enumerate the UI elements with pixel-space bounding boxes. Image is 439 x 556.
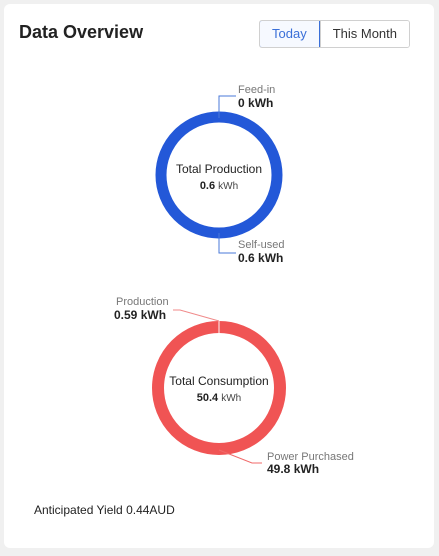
feed-in-leader xyxy=(218,95,236,118)
data-overview-card xyxy=(4,4,434,548)
self-used-label: Self-used xyxy=(238,239,285,251)
production-center: Total Production 0.6 kWh xyxy=(154,162,284,192)
total-consumption-unit: kWh xyxy=(221,393,242,404)
page-title: Data Overview xyxy=(19,22,144,42)
total-production-value: 0.6 kWh xyxy=(154,180,284,192)
production-value: 0.59 kWh xyxy=(114,308,166,322)
total-consumption-number: 50.4 xyxy=(196,392,219,404)
tab-today[interactable]: Today xyxy=(260,21,320,47)
feed-in-label: Feed-in xyxy=(238,84,276,96)
power-purchased-value: 49.8 kWh xyxy=(267,462,319,476)
production-number: 0.59 xyxy=(114,308,138,322)
power-purchased-number: 49.8 xyxy=(267,462,291,476)
feed-in-number: 0 xyxy=(238,96,245,110)
total-production-label: Total Production xyxy=(175,162,263,176)
total-production-number: 0.6 xyxy=(199,180,216,192)
power-purchased-unit: kWh xyxy=(293,462,320,476)
self-used-number: 0.6 xyxy=(238,251,255,265)
feed-in-unit: kWh xyxy=(248,96,274,110)
consumption-center: Total Consumption 50.4 kWh xyxy=(154,374,284,404)
power-purchased-leader xyxy=(218,449,262,464)
feed-in-value: 0 kWh xyxy=(238,96,273,110)
period-toggle: Today This Month xyxy=(259,20,411,48)
production-leader xyxy=(173,309,220,322)
power-purchased-label: Power Purchased xyxy=(267,451,354,463)
production-label: Production xyxy=(116,296,169,308)
anticipated-yield: Anticipated Yield 0.44AUD xyxy=(34,503,175,517)
total-consumption-value: 50.4 kWh xyxy=(154,392,284,404)
tab-this-month[interactable]: This Month xyxy=(319,21,410,47)
total-production-unit: kWh xyxy=(218,181,239,192)
production-unit: kWh xyxy=(140,308,167,322)
total-consumption-label: Total Consumption xyxy=(169,374,269,388)
self-used-leader xyxy=(218,233,236,254)
self-used-unit: kWh xyxy=(258,251,284,265)
self-used-value: 0.6 kWh xyxy=(238,251,283,265)
